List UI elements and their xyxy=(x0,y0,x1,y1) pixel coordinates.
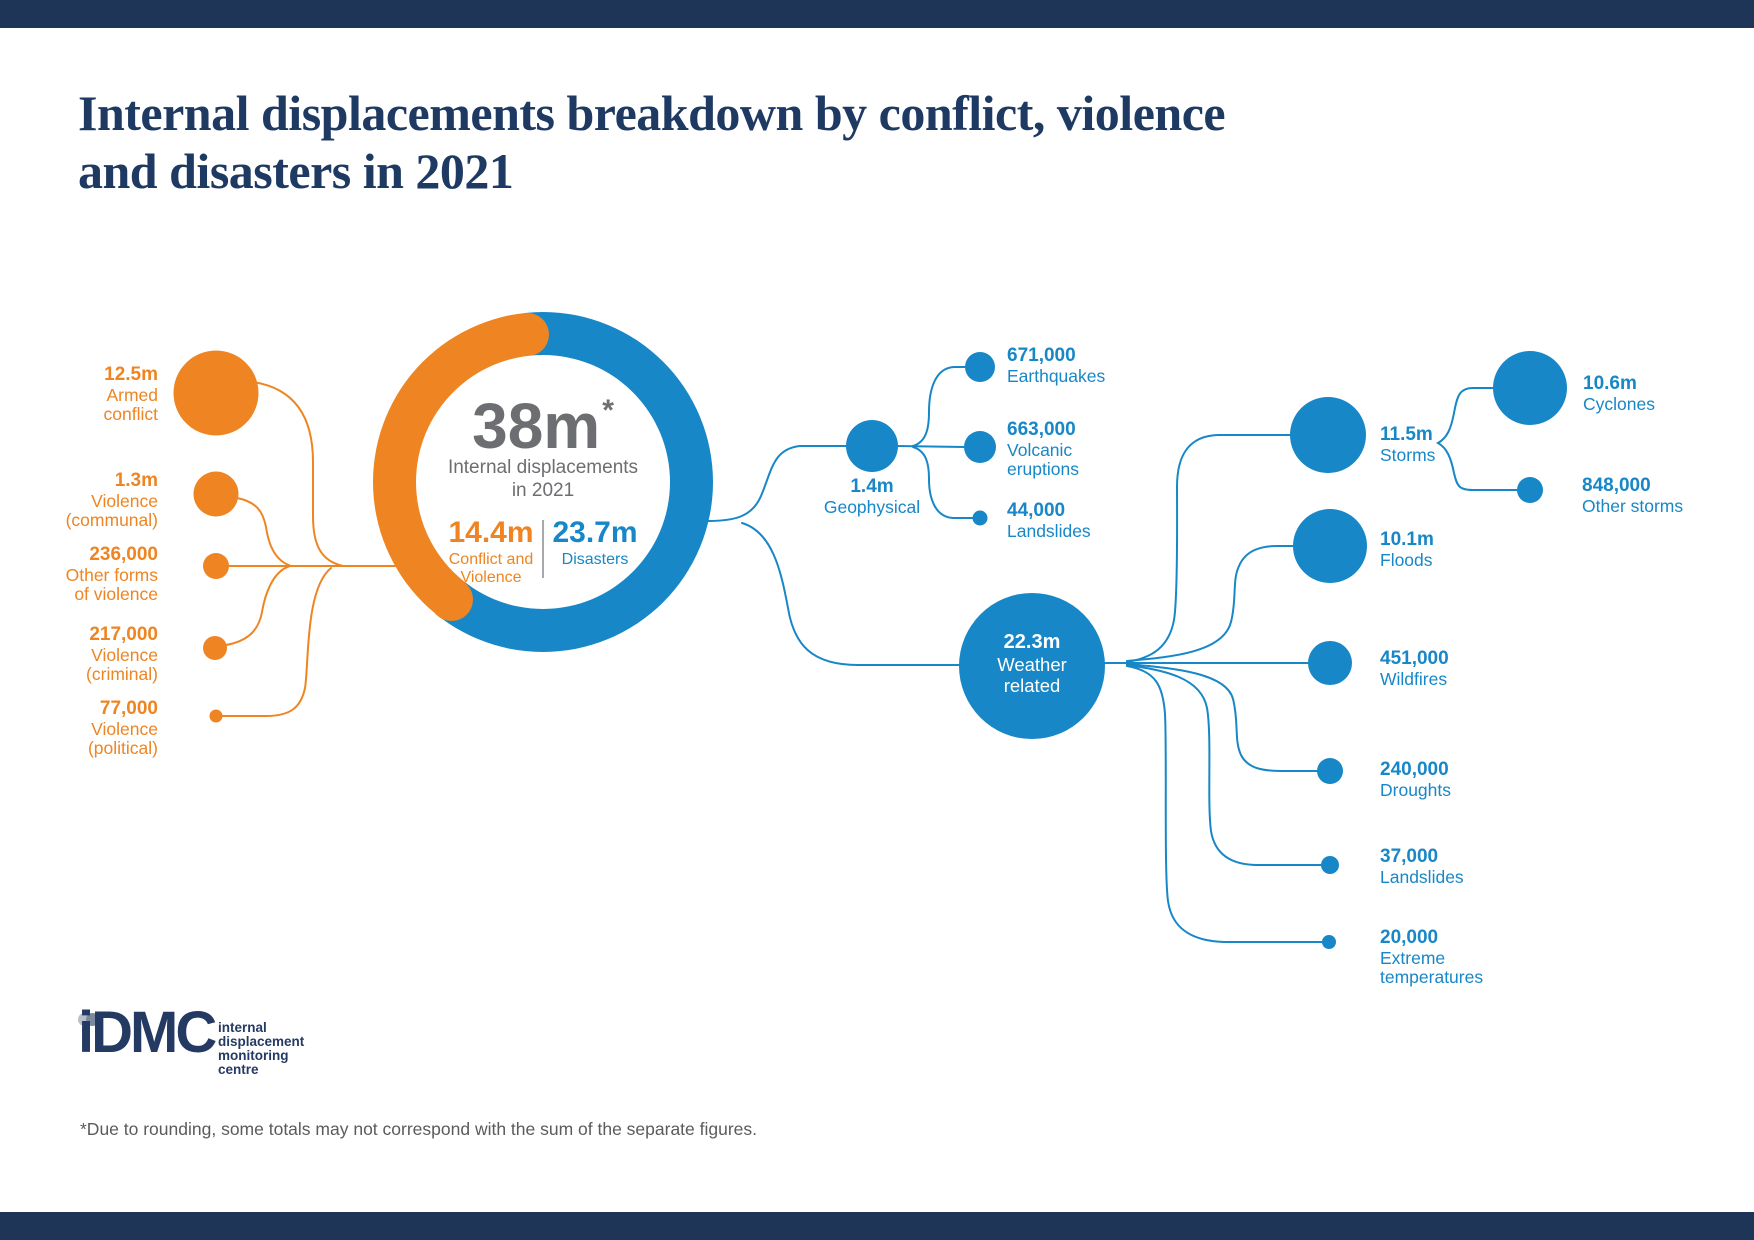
node-label-extreme-temperatures: 20,000 Extreme temperatures xyxy=(1380,927,1484,987)
bubble-landslides-geo xyxy=(972,510,988,526)
title-line-2: and disasters in 2021 xyxy=(78,143,514,199)
donut-total-label: Internal displacements in 2021 xyxy=(447,457,639,501)
node-label-droughts: 240,000 Droughts xyxy=(1380,759,1452,800)
segment-conflict-value: 14.4m xyxy=(448,516,534,549)
bubble-landslides-weather xyxy=(1321,856,1339,874)
bottom-navy-bar xyxy=(0,1212,1754,1240)
logo-tagline: internal displacement monitoring centre xyxy=(218,1020,305,1077)
node-label-volcanic-eruptions: 663,000 Volcanic eruptions xyxy=(1007,419,1079,479)
node-label-weather-related: 22.3m Weather related xyxy=(997,631,1067,696)
bubble-geophysical xyxy=(846,420,898,472)
connector-violence-communal xyxy=(236,497,292,567)
connector-storms xyxy=(1126,434,1292,663)
donut-split-row: 14.4m Conflict and Violence 23.7m Disast… xyxy=(443,518,643,587)
bubble-cyclones xyxy=(1493,351,1567,425)
node-label-geophysical: 1.4m Geophysical xyxy=(823,476,921,517)
connector-violence-criminal xyxy=(225,565,291,646)
node-label-violence-political: 77,000 Violence (political) xyxy=(87,698,158,758)
bubble-violence-political xyxy=(209,709,223,723)
node-label-landslides-geo: 44,000 Landslides xyxy=(1007,500,1091,541)
logo-trail-dot-dark xyxy=(86,1013,99,1026)
footnote-marker: * xyxy=(602,394,614,427)
segment-conflict-label: Conflict and Violence xyxy=(448,551,534,586)
connector-landslides-geo xyxy=(912,446,974,519)
node-label-wildfires: 451,000 Wildfires xyxy=(1380,648,1449,689)
logo-wordmark: iDMC xyxy=(78,1000,217,1065)
connector-donut-weather xyxy=(741,522,961,666)
connector-volcanic xyxy=(896,445,966,448)
bubble-violence-criminal xyxy=(203,636,227,660)
segment-disasters-label: Disasters xyxy=(561,551,629,568)
connector-donut-geophysical xyxy=(707,445,848,522)
bubble-earthquakes xyxy=(965,352,995,382)
bubble-weather-related xyxy=(959,593,1105,739)
connector-violence-political xyxy=(221,567,332,717)
segment-divider xyxy=(542,520,544,578)
segment-conflict: 14.4m Conflict and Violence xyxy=(443,518,539,587)
top-navy-bar xyxy=(0,0,1754,28)
bubble-floods xyxy=(1293,509,1367,583)
node-label-landslides-weather: 37,000 Landslides xyxy=(1380,846,1464,887)
node-label-floods: 10.1m Floods xyxy=(1380,529,1434,570)
bubble-droughts xyxy=(1317,758,1343,784)
donut-chart: 38m* Internal displacements in 2021 14.4m… xyxy=(373,312,713,652)
node-label-storms: 11.5m Storms xyxy=(1380,424,1436,465)
connector-floods xyxy=(1126,545,1295,662)
bubble-other-forms xyxy=(203,553,229,579)
segment-disasters: 23.7m Disasters xyxy=(547,518,643,569)
bubble-storms xyxy=(1290,397,1366,473)
node-label-earthquakes: 671,000 Earthquakes xyxy=(1007,345,1106,386)
node-label-armed-conflict: 12.5m Armed conflict xyxy=(103,364,158,424)
segment-disasters-value: 23.7m xyxy=(552,516,638,549)
node-label-violence-criminal: 217,000 Violence (criminal) xyxy=(86,624,158,684)
connector-earthquakes xyxy=(912,366,967,447)
title-line-1: Internal displacements breakdown by conf… xyxy=(78,85,1226,141)
node-label-other-forms: 236,000 Other forms of violence xyxy=(65,544,158,604)
donut-total-value: 38m* xyxy=(472,390,614,462)
donut-orange-cap-bottom xyxy=(430,578,473,621)
bubble-armed-conflict xyxy=(173,350,259,436)
bubble-wildfires xyxy=(1308,641,1352,685)
donut-center: 38m* Internal displacements in 2021 14.4m… xyxy=(416,355,670,609)
connector-extreme-temperatures xyxy=(1126,665,1324,943)
connector-droughts xyxy=(1126,663,1319,772)
connector-landslides-weather xyxy=(1126,664,1323,866)
connector-armed-conflict xyxy=(252,381,344,567)
bubble-extreme-temperatures xyxy=(1322,935,1336,949)
bubble-volcanic xyxy=(964,431,996,463)
bubble-other-storms xyxy=(1517,477,1543,503)
donut-orange-cap-top xyxy=(506,313,549,356)
node-label-violence-communal: 1.3m Violence (communal) xyxy=(65,470,158,530)
connector-storms-brace xyxy=(1435,387,1519,491)
page-title: Internal displacements breakdown by conf… xyxy=(78,84,1226,200)
bubble-violence-communal xyxy=(193,471,239,517)
node-label-other-storms: 848,000 Other storms xyxy=(1582,475,1684,516)
node-label-cyclones: 10.6m Cyclones xyxy=(1583,373,1655,414)
idmc-logo: iDMC internal displacement monitoring ce… xyxy=(78,1000,304,1077)
footnote-text: *Due to rounding, some totals may not co… xyxy=(80,1119,758,1139)
